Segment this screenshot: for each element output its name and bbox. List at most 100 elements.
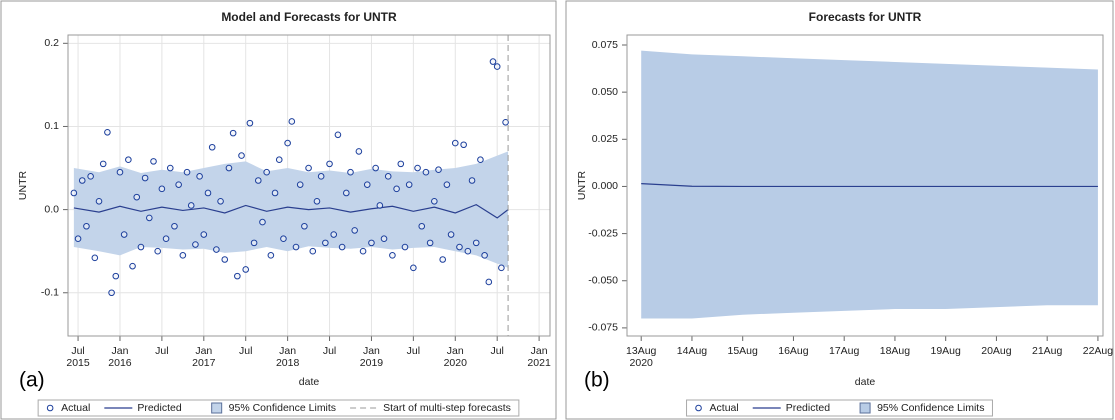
x-tick-label: Jan 2017 bbox=[192, 345, 216, 369]
actual-point bbox=[108, 289, 115, 297]
actual-point bbox=[317, 173, 325, 180]
actual-point bbox=[78, 177, 86, 184]
actual-point bbox=[372, 164, 379, 172]
x-tick-label: Jul bbox=[323, 345, 336, 357]
x-tick-label: Jan 2019 bbox=[360, 345, 384, 369]
actual-point bbox=[456, 243, 463, 251]
legend-swatch bbox=[859, 402, 871, 414]
actual-point bbox=[87, 173, 94, 180]
actual-point bbox=[422, 168, 430, 176]
actual-point bbox=[472, 239, 480, 247]
actual-point bbox=[322, 239, 329, 247]
actual-point bbox=[158, 185, 166, 193]
actual-point bbox=[267, 252, 275, 259]
actual-point bbox=[489, 58, 497, 65]
actual-point bbox=[166, 164, 174, 172]
actual-point bbox=[120, 231, 128, 238]
actual-point bbox=[271, 189, 279, 197]
actual-point bbox=[330, 231, 338, 238]
actual-point bbox=[460, 141, 467, 149]
x-tick-label: 13Aug 2020 bbox=[626, 345, 657, 369]
actual-point bbox=[250, 239, 258, 247]
actual-point bbox=[275, 156, 283, 164]
chart-title: Model and Forecasts for UNTR bbox=[221, 10, 397, 24]
y-tick-label: 0.0 bbox=[44, 203, 59, 215]
actual-point bbox=[410, 264, 417, 272]
actual-point bbox=[221, 256, 229, 263]
actual-point bbox=[405, 181, 413, 188]
actual-point bbox=[351, 227, 358, 234]
actual-point bbox=[263, 168, 270, 176]
y-tick-label: -0.1 bbox=[41, 287, 59, 299]
actual-point bbox=[502, 119, 509, 126]
actual-point bbox=[435, 166, 442, 174]
y-tick-label: -0.075 bbox=[588, 322, 618, 334]
legend-label: Predicted bbox=[786, 402, 831, 414]
x-axis-label: date bbox=[855, 376, 876, 388]
actual-point bbox=[292, 243, 300, 251]
x-tick-label: Jul bbox=[155, 345, 168, 357]
x-tick-label: Jan 2021 bbox=[527, 345, 551, 369]
actual-point bbox=[343, 189, 350, 197]
x-tick-label: 20Aug bbox=[981, 345, 1012, 357]
actual-point bbox=[154, 247, 161, 255]
x-tick-label: 14Aug bbox=[677, 345, 708, 357]
actual-point bbox=[368, 239, 375, 247]
x-tick-label: Jan 2016 bbox=[108, 345, 132, 369]
actual-point bbox=[104, 128, 111, 136]
y-tick-label: 0.050 bbox=[592, 86, 618, 98]
actual-point bbox=[171, 222, 178, 230]
actual-point bbox=[355, 148, 363, 155]
actual-point bbox=[414, 164, 421, 172]
legend-label: Actual bbox=[61, 402, 90, 414]
actual-point bbox=[288, 118, 296, 125]
legend-box bbox=[686, 399, 993, 417]
actual-point bbox=[70, 189, 78, 197]
y-tick-label: 0.000 bbox=[592, 180, 618, 192]
actual-point bbox=[133, 193, 141, 201]
actual-point bbox=[208, 143, 216, 151]
actual-point bbox=[363, 181, 371, 188]
actual-point bbox=[431, 197, 438, 205]
chart-title: Forecasts for UNTR bbox=[809, 10, 922, 24]
actual-point bbox=[326, 160, 333, 168]
actual-point bbox=[137, 243, 145, 251]
actual-point bbox=[338, 243, 346, 251]
x-tick-label: 15Aug bbox=[728, 345, 759, 357]
actual-point bbox=[200, 231, 208, 238]
y-tick-label: -0.025 bbox=[588, 227, 618, 239]
actual-point bbox=[229, 129, 237, 137]
actual-point bbox=[162, 235, 170, 243]
panel-frame bbox=[565, 0, 1114, 420]
actual-point bbox=[217, 197, 224, 205]
plot-frame bbox=[626, 34, 1104, 337]
actual-point bbox=[380, 235, 388, 243]
x-tick-label: Jul 2015 bbox=[66, 345, 90, 369]
legend-swatch bbox=[46, 404, 54, 412]
actual-point bbox=[242, 266, 250, 273]
actual-point bbox=[468, 177, 476, 184]
actual-point bbox=[334, 131, 342, 139]
x-tick-label: 22Aug bbox=[1083, 345, 1114, 357]
actual-point bbox=[187, 202, 195, 209]
legend-box bbox=[37, 399, 520, 417]
actual-point bbox=[183, 168, 191, 176]
actual-point bbox=[305, 164, 312, 172]
x-tick-label: 17Aug bbox=[829, 345, 860, 357]
legend-label: Predicted bbox=[137, 402, 182, 414]
actual-point bbox=[74, 235, 82, 243]
actual-point bbox=[464, 247, 472, 255]
actual-point bbox=[439, 256, 447, 263]
legend-label: Actual bbox=[710, 402, 739, 414]
actual-point bbox=[451, 139, 459, 147]
actual-point bbox=[447, 231, 455, 238]
actual-point bbox=[296, 181, 304, 188]
actual-point bbox=[112, 272, 120, 280]
actual-point bbox=[498, 264, 505, 272]
y-tick-label: 0.1 bbox=[44, 120, 59, 132]
actual-point bbox=[95, 197, 103, 205]
actual-point bbox=[125, 156, 132, 164]
actual-point bbox=[238, 152, 245, 159]
actual-point bbox=[192, 241, 199, 248]
